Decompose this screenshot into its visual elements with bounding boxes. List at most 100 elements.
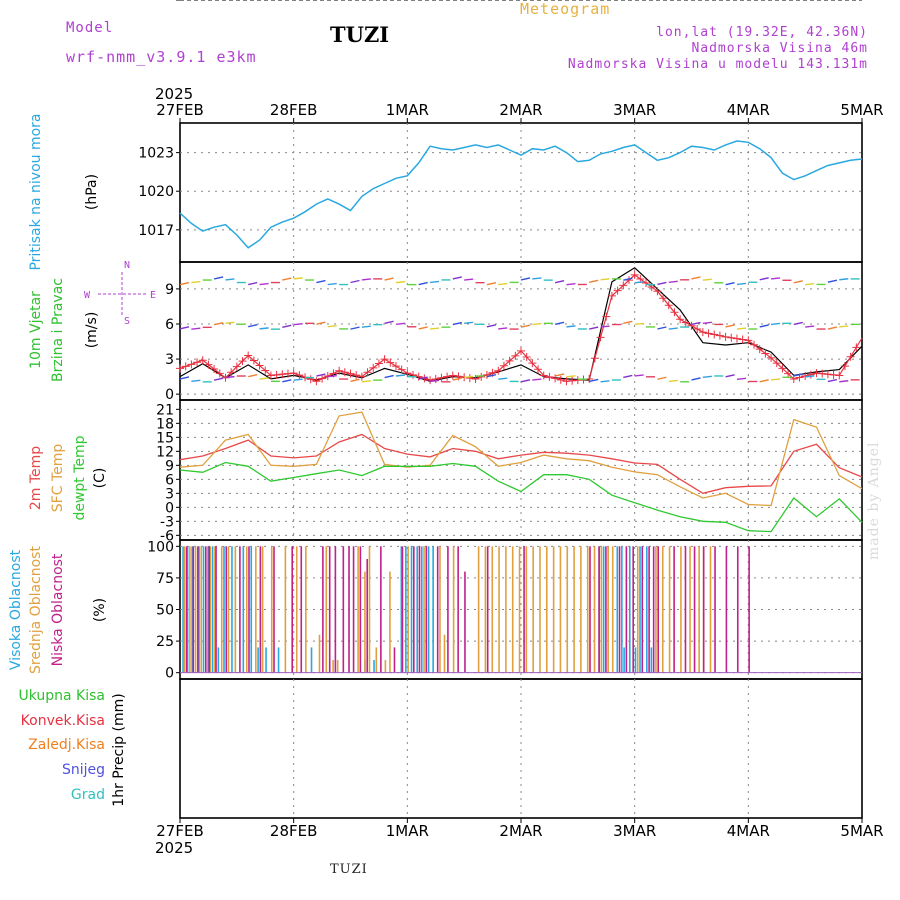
cloud-bar-high <box>410 546 413 673</box>
wind-direction-arrow <box>770 378 781 381</box>
wind-speed-marker <box>534 365 543 374</box>
wind-direction-arrow <box>805 325 815 328</box>
cloud-bar-mid <box>498 546 500 673</box>
wind-direction-arrow <box>282 324 292 328</box>
precip-legend-2: Zaledj.Kisa <box>28 737 105 753</box>
wind-direction-arrow <box>316 279 326 284</box>
cloud-bar-mid <box>439 546 441 673</box>
cloud-bar-mid <box>511 546 514 673</box>
cloud-bar-low <box>248 546 250 673</box>
footer-station-label: TUZI <box>330 862 368 877</box>
wind-direction-arrow <box>520 379 531 383</box>
cloud-bar-mid <box>357 546 359 673</box>
panel-frame <box>179 122 863 263</box>
wind-direction-arrow <box>805 283 815 286</box>
wind-direction-arrow <box>418 281 428 286</box>
wind-speed-marker <box>215 369 224 378</box>
model-altitude-label: Nadmorska Visina u modelu 143.131m <box>567 57 868 72</box>
top-date-tick: 2MAR <box>499 101 542 119</box>
precip-legend-0: Ukupna Kisa <box>18 688 105 704</box>
wind-direction-arrow <box>179 326 190 330</box>
wind-direction-arrow <box>520 277 531 281</box>
wind-direction-arrow <box>452 276 462 280</box>
cloud-bar-low <box>648 546 650 673</box>
cloud-bar-mid <box>452 546 455 673</box>
cloud-bar-mid <box>539 546 541 673</box>
cloud-bar-low <box>259 546 262 673</box>
wind-direction-arrow <box>213 276 224 280</box>
cloud-bar-high <box>211 546 214 673</box>
cloud-bar-low <box>684 546 687 673</box>
temp-tick-label: 9 <box>165 458 174 474</box>
wind-direction-arrow <box>600 380 610 383</box>
cloud-bar-low <box>215 546 217 673</box>
cloud-bar-mid <box>220 546 223 673</box>
cloud-bar-high <box>277 647 280 673</box>
wind-direction-arrow <box>225 321 235 325</box>
cloud-bar-mid <box>234 546 237 673</box>
wind-speed-marker <box>738 335 747 344</box>
wind-direction-arrow <box>418 326 428 330</box>
wind-speed-marker <box>528 359 537 368</box>
wind-direction-arrow <box>532 277 542 280</box>
cloud-bar-mid <box>661 546 664 673</box>
wind-direction-arrow <box>566 325 576 328</box>
pressure-tick-label: 1023 <box>138 146 174 162</box>
cloud-bar-low <box>673 546 675 673</box>
wind-speed-marker <box>812 369 821 378</box>
wind-direction-arrow <box>179 376 190 380</box>
cloud-bar-high <box>616 546 619 673</box>
wind-direction-arrow <box>486 324 497 328</box>
wind-direction-arrow <box>668 379 678 383</box>
cloud-bar-mid <box>214 546 216 673</box>
wind-direction-arrow <box>702 375 712 379</box>
model-name: wrf-nmm_v3.9.1 e3km <box>66 48 257 66</box>
wind-direction-arrow <box>316 321 326 325</box>
wind-direction-arrow <box>361 325 371 328</box>
wind-speed-marker <box>602 312 611 321</box>
wind-speed-marker <box>829 370 838 379</box>
cloud-bar-mid <box>559 546 562 673</box>
wind-direction-arrow <box>418 376 428 380</box>
cloud-bar-mid <box>407 546 409 673</box>
bottom-date-tick: 28FEB <box>270 822 317 840</box>
wind-speed-marker <box>778 364 787 373</box>
wind-speed-marker <box>266 371 275 380</box>
wind-direction-arrow <box>839 380 849 383</box>
wind-speed-marker <box>755 345 764 354</box>
cloud-bar-high <box>373 660 375 673</box>
cloud-bar-mid <box>477 546 480 673</box>
wind-direction-arrow <box>293 277 303 280</box>
wind-direction-arrow <box>361 278 371 281</box>
wind-direction-arrow <box>554 321 565 326</box>
wind-speed-marker <box>346 369 355 378</box>
cloud-bar-high <box>250 546 253 673</box>
wind-speed-marker <box>715 331 724 340</box>
cloud-bar-low <box>225 546 228 673</box>
cloud-bar-high <box>223 546 225 673</box>
cloud-bar-low <box>322 546 324 673</box>
precip-tick-label: 0.8 <box>152 0 174 4</box>
wind-speed-marker <box>664 301 673 310</box>
wind-direction-arrow <box>623 277 633 281</box>
cloud-bar-mid <box>255 546 257 673</box>
cloud-bar-mid <box>305 546 307 673</box>
wind-speed-marker <box>721 332 730 341</box>
wind-speed-marker <box>670 308 679 317</box>
wind-direction-arrow <box>282 379 292 383</box>
temp-line-2 <box>179 461 863 533</box>
wind-direction-arrow <box>350 326 360 330</box>
precip-unit: 1hr Precip (mm) <box>111 693 127 806</box>
lonlat-label: lon,lat (19.32E, 42.36N) <box>656 25 868 40</box>
cloud-bar-low <box>625 546 628 673</box>
wind-speed-marker <box>249 356 258 365</box>
cloud-bar-mid <box>384 660 387 673</box>
wind-speed-marker <box>352 371 361 380</box>
cloud-bar-high <box>186 546 189 673</box>
cloud-bar-mid <box>194 546 197 673</box>
cloud-bar-low <box>393 647 396 673</box>
wind-speed-marker <box>210 365 219 374</box>
wind-direction-arrow <box>384 320 394 325</box>
wind-direction-arrow <box>827 326 838 330</box>
wind-speed-marker <box>818 369 827 378</box>
